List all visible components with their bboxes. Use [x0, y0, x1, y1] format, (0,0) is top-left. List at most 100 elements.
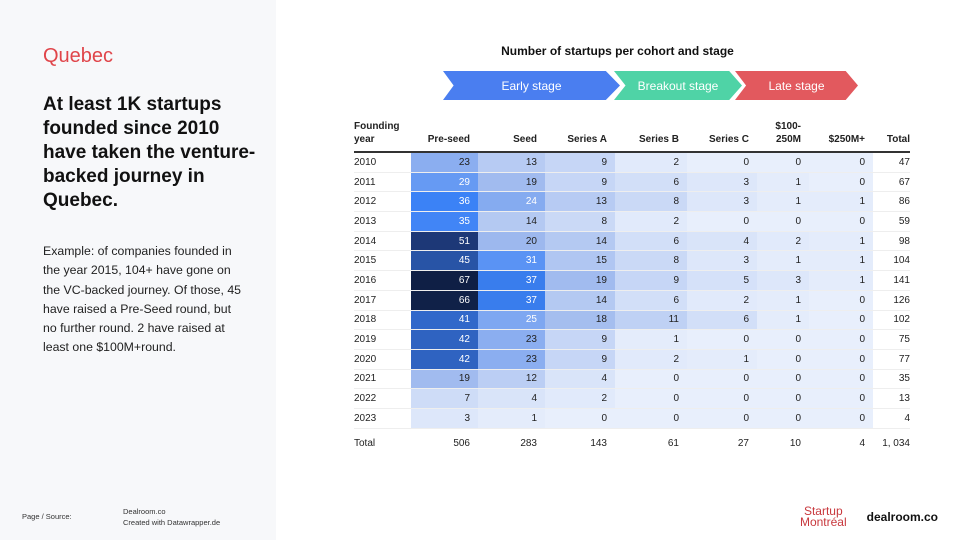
value-cell: 9 [545, 349, 615, 369]
value-cell: 0 [757, 153, 809, 172]
value-cell: 0 [757, 330, 809, 349]
value-cell: 2 [615, 212, 687, 231]
year-cell: 2013 [354, 215, 377, 227]
headline: At least 1K startups founded since 2010 … [43, 94, 256, 211]
stage-early: Early stage [443, 71, 620, 100]
table-row: 2020 42 23 9 2 1 0 0 77 [354, 349, 910, 370]
value-cell: 23 [478, 349, 545, 369]
table-header: Founding year Pre-seed Seed Series A Series … [354, 118, 910, 153]
value-cell: 0 [687, 369, 757, 389]
value-cell: 6 [687, 310, 757, 330]
value-cell: 8 [615, 192, 687, 212]
year-cell: 2010 [354, 156, 377, 168]
stage-label: Early stage [501, 78, 562, 93]
year-cell: 2023 [354, 412, 377, 424]
year-cell: 2020 [354, 353, 377, 365]
column-header: Founding year [354, 121, 400, 145]
value-cell: 29 [411, 172, 478, 192]
value-cell: 0 [615, 369, 687, 389]
credit: Created with Datawrapper.de [123, 518, 221, 527]
value-cell: 1 [809, 251, 873, 271]
value-cell: 0 [809, 212, 873, 231]
column-header: Total [886, 134, 910, 145]
total-cell: 126 [893, 294, 910, 306]
total-value: 27 [737, 438, 749, 450]
source-label: Source: [45, 512, 72, 521]
value-cell: 13 [478, 153, 545, 172]
value-cell: 0 [809, 369, 873, 389]
total-cell: 77 [898, 353, 910, 365]
value-cell: 1 [687, 349, 757, 369]
table-row: 2019 42 23 9 1 0 0 0 75 [354, 330, 910, 350]
year-cell: 2014 [354, 235, 377, 247]
total-value: 506 [453, 438, 470, 450]
value-cell: 1 [809, 271, 873, 290]
value-cell: 0 [757, 212, 809, 231]
value-cell: 1 [478, 408, 545, 428]
value-cell: 51 [411, 231, 478, 251]
value-cell: 66 [411, 290, 478, 310]
startup-montreal-logo: Startup Montréal [800, 505, 847, 528]
value-cell: 8 [545, 212, 615, 231]
value-cell: 6 [615, 231, 687, 251]
value-cell: 1 [757, 192, 809, 212]
total-cell: 67 [898, 176, 910, 188]
value-cell: 2 [545, 389, 615, 408]
value-cell: 0 [757, 349, 809, 369]
value-cell: 42 [411, 349, 478, 369]
value-cell: 0 [687, 212, 757, 231]
value-cell: 1 [809, 231, 873, 251]
value-cell: 20 [478, 231, 545, 251]
value-cell: 31 [478, 251, 545, 271]
value-cell: 0 [687, 330, 757, 349]
value-cell: 19 [478, 172, 545, 192]
value-cell: 45 [411, 251, 478, 271]
value-cell: 2 [757, 231, 809, 251]
total-cell: 47 [898, 156, 910, 168]
column-header: $250M+ [828, 134, 865, 145]
year-cell: 2022 [354, 393, 377, 405]
table-row: 2010 23 13 9 2 0 0 0 47 [354, 153, 910, 173]
year-cell: 2015 [354, 255, 377, 267]
dealroom-logo: dealroom.co [866, 510, 938, 524]
value-cell: 11 [615, 310, 687, 330]
value-cell: 14 [545, 290, 615, 310]
value-cell: 4 [478, 389, 545, 408]
table-row: 2013 35 14 8 2 0 0 0 59 [354, 212, 910, 232]
total-value: 4 [859, 438, 865, 450]
value-cell: 37 [478, 271, 545, 290]
year-cell: 2011 [354, 176, 376, 188]
year-cell: 2021 [354, 373, 377, 385]
region-title: Quebec [43, 45, 114, 67]
value-cell: 4 [545, 369, 615, 389]
table-row: 2018 41 25 18 11 6 1 0 102 [354, 310, 910, 331]
value-cell: 23 [478, 330, 545, 349]
value-cell: 0 [757, 408, 809, 428]
value-cell: 3 [757, 271, 809, 290]
value-cell: 36 [411, 192, 478, 212]
value-cell: 5 [687, 271, 757, 290]
total-value: 143 [590, 438, 607, 450]
value-cell: 19 [545, 271, 615, 290]
value-cell: 35 [411, 212, 478, 231]
column-header: Series C [708, 134, 749, 145]
page-number: Page / [22, 512, 44, 521]
value-cell: 42 [411, 330, 478, 349]
value-cell: 0 [687, 389, 757, 408]
value-cell: 14 [478, 212, 545, 231]
source: Dealroom.co [123, 507, 166, 516]
table-row: 2022 7 4 2 0 0 0 0 13 [354, 389, 910, 409]
total-cell: 75 [898, 334, 910, 346]
cohort-table: Founding year Pre-seed Seed Series A Series … [354, 118, 910, 459]
total-cell: 104 [893, 255, 910, 267]
value-cell: 4 [687, 231, 757, 251]
table-row: 2012 36 24 13 8 3 1 1 86 [354, 192, 910, 213]
total-value: 283 [520, 438, 537, 450]
totals-row: Total 506 283 143 61 27 10 4 1, 034 [354, 429, 910, 459]
table-row: 2021 19 12 4 0 0 0 0 35 [354, 369, 910, 390]
column-header: Series B [638, 134, 679, 145]
column-header: Pre-seed [427, 134, 470, 145]
total-cell: 141 [893, 274, 910, 286]
logos: Startup Montréal dealroom.co [800, 505, 938, 528]
value-cell: 9 [545, 153, 615, 172]
